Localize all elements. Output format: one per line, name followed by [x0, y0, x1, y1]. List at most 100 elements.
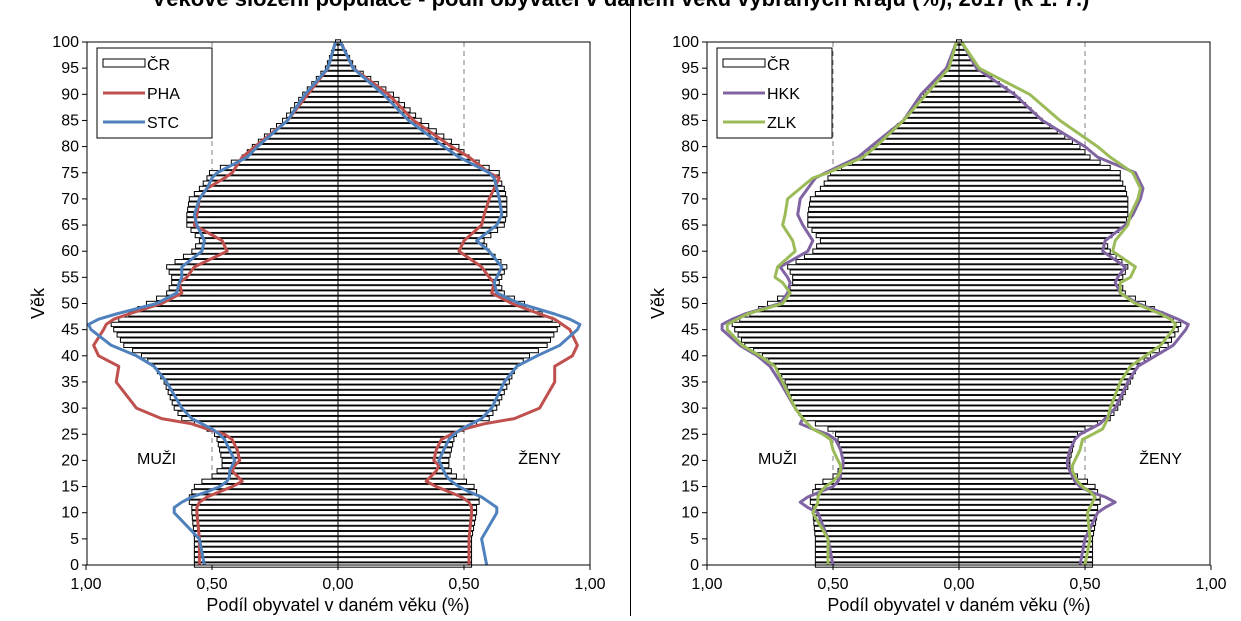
y-tick-label-25: 25 [681, 426, 699, 443]
bar-age-37 [777, 368, 1136, 375]
bar-age-16 [822, 478, 1089, 484]
bar-age-40 [761, 353, 1152, 359]
bar-age-2 [814, 551, 1094, 558]
bar-age-84 [276, 123, 430, 129]
x-tick-label-4: 1,00 [574, 576, 605, 593]
bar-age-39 [768, 358, 1145, 364]
bar-age-47 [739, 316, 1174, 322]
legend-label-zlk: ZLK [767, 115, 797, 132]
series-line-stc-men [87, 41, 337, 566]
legend-label-pha: PHA [147, 86, 180, 103]
bar-age-54 [792, 279, 1121, 286]
bar-age-74 [827, 175, 1121, 181]
bar-age-76 [840, 164, 1111, 171]
y-tick-label-40: 40 [61, 348, 79, 365]
bar-age-42 [744, 342, 1169, 349]
bar-age-70 [188, 196, 508, 202]
bar-age-13 [809, 494, 1101, 500]
x-tick-label-1: 0,50 [196, 576, 227, 593]
bar-age-9 [812, 515, 1098, 521]
bar-age-91 [927, 86, 1008, 92]
bar-age-94 [320, 70, 364, 77]
bar-age-81 [878, 138, 1073, 145]
series-line-hkk-men [720, 41, 958, 566]
y-tick-label-15: 15 [61, 479, 79, 496]
y-tick-label-80: 80 [681, 139, 699, 156]
bar-age-53 [789, 285, 1124, 291]
bar-age-28 [802, 415, 1111, 422]
bar-age-38 [774, 363, 1139, 369]
x-tick-label-4: 1,00 [1195, 576, 1226, 593]
bar-age-63 [815, 232, 1113, 239]
bar-age-51 [156, 295, 515, 301]
bar-age-17 [832, 473, 1078, 479]
bar-age-55 [171, 274, 503, 281]
bar-age-64 [811, 227, 1120, 233]
bar-age-85 [282, 117, 422, 124]
bar-age-82 [884, 133, 1066, 139]
bar-age-62 [819, 238, 1106, 244]
y-tick-label-10: 10 [681, 505, 699, 522]
bar-age-20 [221, 457, 450, 464]
bar-age-82 [263, 133, 445, 139]
bar-age-34 [165, 384, 508, 390]
bar-age-72 [819, 185, 1126, 192]
y-tick-label-20: 20 [61, 452, 79, 469]
bar-age-49 [758, 306, 1155, 312]
bar-age-46 [110, 321, 561, 328]
bar-age-75 [208, 170, 500, 176]
bar-age-89 [298, 96, 400, 103]
bar-age-60 [191, 248, 490, 254]
bar-age-3 [814, 546, 1094, 552]
bar-age-54 [171, 279, 500, 286]
bar-age-86 [286, 112, 417, 118]
annotation-zeny: ŽENY [1139, 449, 1182, 468]
series-line-stc-women [339, 41, 582, 566]
bar-age-53 [168, 285, 503, 291]
bar-age-31 [792, 400, 1121, 406]
bar-age-71 [193, 190, 507, 197]
bar-age-4 [814, 541, 1094, 547]
bar-age-39 [147, 358, 524, 364]
y-tick-label-0: 0 [70, 557, 79, 574]
bar-age-19 [221, 462, 450, 469]
bar-age-90 [302, 91, 394, 97]
series-line-zlk-men [725, 41, 958, 565]
bar-age-79 [246, 149, 465, 155]
y-tick-label-45: 45 [681, 322, 699, 339]
y-tick-label-60: 60 [681, 243, 699, 260]
bar-age-19 [842, 462, 1071, 469]
y-tick-label-75: 75 [61, 165, 79, 182]
pyramid-chart-right: 0 5 10 15 20 25 30 35 40 45 50 55 60 65 70 75 80 85 90 95 10… [648, 34, 1227, 615]
bar-age-75 [829, 170, 1121, 176]
bar-age-72 [198, 185, 505, 192]
bar-age-40 [140, 353, 531, 359]
bar-age-60 [812, 248, 1111, 254]
bar-age-32 [169, 394, 503, 401]
bar-age-65 [807, 222, 1126, 228]
bar-age-69 [808, 201, 1129, 207]
bar-age-26 [827, 426, 1086, 432]
bar-age-56 [168, 269, 505, 275]
bar-age-11 [812, 504, 1099, 511]
bar-age-22 [840, 447, 1073, 453]
bar-age-67 [807, 211, 1129, 218]
bar-age-29 [798, 410, 1115, 417]
bar-age-64 [190, 227, 499, 233]
bar-age-50 [766, 300, 1146, 307]
bar-age-42 [123, 342, 548, 349]
bar-age-96 [326, 60, 354, 66]
y-tick-label-85: 85 [681, 112, 699, 129]
bar-age-28 [181, 415, 490, 422]
bar-age-30 [173, 405, 498, 411]
bar-age-61 [816, 243, 1109, 249]
chart-panel-left: 0 5 10 15 20 25 30 35 40 45 50 55 60 65 70 75 80 85 90 95 10… [28, 34, 606, 615]
bar-age-66 [186, 217, 507, 223]
x-tick-label-3: 0,50 [1069, 576, 1100, 593]
bar-age-70 [809, 196, 1129, 202]
x-axis-label: Podíl obyvatel v daném věku (%) [827, 595, 1090, 615]
annotation-zeny: ŽENY [518, 449, 561, 468]
y-tick-label-5: 5 [690, 531, 699, 548]
bar-age-66 [807, 217, 1128, 223]
bar-age-4 [193, 541, 473, 547]
